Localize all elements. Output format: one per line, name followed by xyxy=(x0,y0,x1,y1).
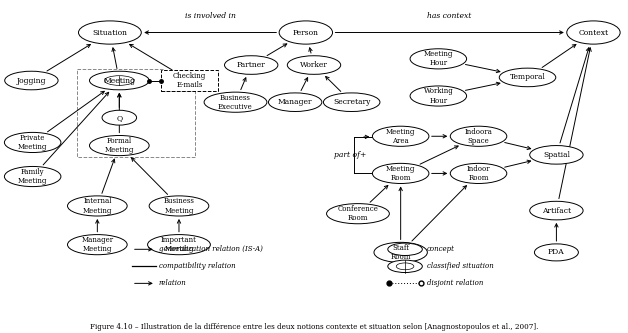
Ellipse shape xyxy=(102,110,137,125)
Text: Spatial: Spatial xyxy=(543,151,570,159)
Text: Meeting
Area: Meeting Area xyxy=(386,128,415,145)
Ellipse shape xyxy=(204,92,267,112)
Ellipse shape xyxy=(374,242,428,262)
Text: disjoint relation: disjoint relation xyxy=(427,279,484,287)
Text: Meeting
Room: Meeting Room xyxy=(386,165,415,182)
Text: Staff
Room: Staff Room xyxy=(391,244,411,261)
Text: Secretary: Secretary xyxy=(333,98,371,106)
Ellipse shape xyxy=(529,146,583,164)
Text: Formal
Meeting: Formal Meeting xyxy=(105,137,134,154)
Text: Partner: Partner xyxy=(237,61,266,69)
Ellipse shape xyxy=(68,196,127,216)
Text: Artifact: Artifact xyxy=(542,206,571,214)
Text: Meeting
Hour: Meeting Hour xyxy=(424,50,453,68)
Text: part of+: part of+ xyxy=(334,151,367,159)
Ellipse shape xyxy=(279,21,333,44)
Ellipse shape xyxy=(225,56,278,74)
Text: Figure 4.10 – Illustration de la différence entre les deux notions contexte et s: Figure 4.10 – Illustration de la différe… xyxy=(90,323,538,331)
Text: Manager: Manager xyxy=(278,98,312,106)
Text: generalization relation (IS-A): generalization relation (IS-A) xyxy=(159,245,263,253)
Text: Situation: Situation xyxy=(92,29,127,37)
Ellipse shape xyxy=(529,201,583,220)
Ellipse shape xyxy=(148,234,210,255)
Ellipse shape xyxy=(327,203,389,224)
Ellipse shape xyxy=(323,93,380,112)
Text: Business
Executive: Business Executive xyxy=(218,94,253,111)
Ellipse shape xyxy=(410,86,467,106)
Text: Worker: Worker xyxy=(300,61,328,69)
Text: has context: has context xyxy=(427,12,471,20)
Ellipse shape xyxy=(4,166,61,186)
Text: relation: relation xyxy=(159,279,187,287)
Ellipse shape xyxy=(4,133,61,153)
Ellipse shape xyxy=(388,243,422,255)
Text: Manager
Meeting: Manager Meeting xyxy=(81,236,114,253)
Ellipse shape xyxy=(372,164,429,183)
Text: compatibility relation: compatibility relation xyxy=(159,262,236,270)
Text: is involved in: is involved in xyxy=(185,12,236,20)
Text: Family
Meeting: Family Meeting xyxy=(18,168,47,185)
Text: Working
Hour: Working Hour xyxy=(423,87,453,105)
Text: Meeting: Meeting xyxy=(104,77,135,85)
Ellipse shape xyxy=(90,136,149,156)
Text: Person: Person xyxy=(293,29,319,37)
Ellipse shape xyxy=(450,126,507,146)
Text: Context: Context xyxy=(578,29,609,37)
Ellipse shape xyxy=(566,21,620,44)
Ellipse shape xyxy=(90,71,149,90)
FancyBboxPatch shape xyxy=(161,70,218,91)
Text: Jogging: Jogging xyxy=(17,77,46,85)
Ellipse shape xyxy=(269,93,322,112)
Ellipse shape xyxy=(388,260,422,272)
Ellipse shape xyxy=(499,68,556,87)
Ellipse shape xyxy=(5,71,58,90)
Ellipse shape xyxy=(78,21,141,44)
Text: Business
Meeting: Business Meeting xyxy=(163,197,195,214)
Text: PDA: PDA xyxy=(548,248,565,256)
Ellipse shape xyxy=(149,196,208,216)
Text: Internal
Meeting: Internal Meeting xyxy=(83,197,112,214)
Ellipse shape xyxy=(450,164,507,183)
Text: Indoor
Room: Indoor Room xyxy=(467,165,490,182)
Ellipse shape xyxy=(410,49,467,69)
Text: concept: concept xyxy=(427,245,455,253)
Text: Indoora
Space: Indoora Space xyxy=(465,128,492,145)
Ellipse shape xyxy=(372,126,429,146)
Text: Private
Meeting: Private Meeting xyxy=(18,134,47,151)
Ellipse shape xyxy=(534,244,578,261)
Text: Temporal: Temporal xyxy=(509,73,546,82)
Ellipse shape xyxy=(288,56,341,74)
Text: Q: Q xyxy=(116,114,122,122)
Text: Conference
Room: Conference Room xyxy=(337,205,379,222)
Text: classified situation: classified situation xyxy=(427,262,494,270)
Ellipse shape xyxy=(68,234,127,255)
Text: Important
Meeting: Important Meeting xyxy=(161,236,197,253)
Text: Checking
E-mails: Checking E-mails xyxy=(173,72,206,89)
